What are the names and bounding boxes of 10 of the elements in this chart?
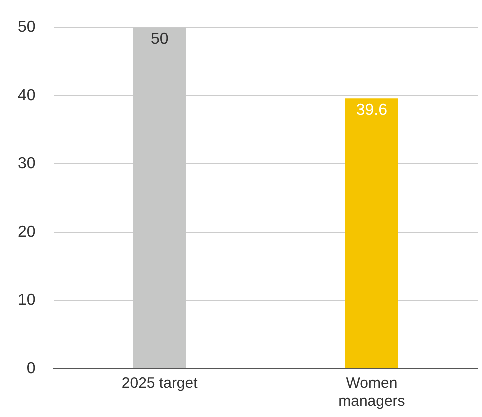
data-label: 50 [150,31,169,48]
y-tick-label: 20 [18,224,36,241]
x-tick-label: Women managers [338,375,406,410]
x-tick-label: 2025 target [122,375,199,392]
data-label: 39.6 [356,102,388,120]
y-tick-label: 10 [18,292,36,310]
y-tick-label: 40 [18,87,36,104]
y-tick-label: 30 [18,156,36,173]
y-tick-label: 50 [18,19,36,36]
y-tick-label: 0 [26,360,36,378]
